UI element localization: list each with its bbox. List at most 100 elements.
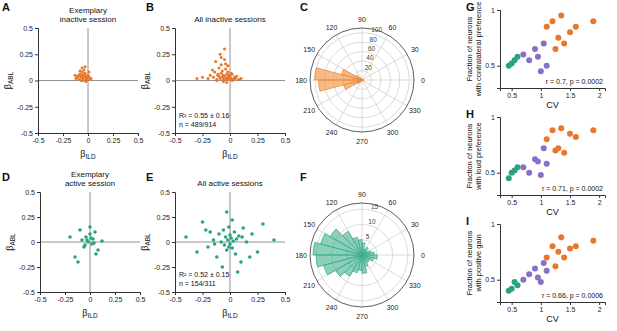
point [88, 225, 92, 229]
tick: -0.25 [154, 264, 175, 271]
point [538, 68, 544, 74]
radius-label: 80 [370, 36, 378, 43]
y-axis: 0.51 [485, 221, 500, 303]
point [74, 74, 77, 77]
tick-label: 1.5 [566, 92, 576, 99]
point [590, 127, 596, 133]
tick-mark [172, 217, 175, 218]
tick-mark [172, 292, 175, 293]
bar [313, 242, 362, 255]
bar [362, 80, 364, 82]
tick: 1 [539, 195, 543, 206]
axis-line [176, 293, 286, 296]
tick-label: 0 [87, 137, 91, 144]
point [225, 210, 229, 214]
tick-mark [172, 107, 175, 108]
tick-label: -0.5 [169, 296, 181, 303]
polar-frame [310, 28, 414, 132]
grid [310, 28, 414, 132]
point [509, 286, 515, 292]
tick-label: 0.5 [485, 276, 495, 283]
annotation: r = 0.7, p = 0.0002 [546, 78, 603, 86]
point [526, 57, 532, 63]
grid-spoke [362, 28, 363, 80]
angle-label: 0 [421, 252, 425, 259]
point [84, 65, 87, 68]
point [227, 225, 231, 229]
tick-label: 0.5 [23, 25, 33, 32]
grid-spoke [362, 255, 388, 300]
tick-label: -0.25 [195, 296, 211, 303]
tick-mark [63, 133, 64, 136]
tick-mark [35, 54, 38, 55]
panel-letter: E [146, 171, 153, 183]
panel-letter: D [2, 171, 10, 183]
tick: 1 [539, 88, 543, 99]
bar [353, 255, 362, 273]
x-axis: -0.5-0.2500.250.5 [32, 133, 143, 144]
tick: 0.25 [156, 51, 175, 58]
tick: 1.5 [566, 195, 576, 206]
axis-line [39, 134, 139, 137]
scatter-panel: -0.5-0.2500.250.5-0.5-0.2500.250.5 [17, 25, 143, 144]
bar [360, 80, 362, 82]
point [78, 74, 81, 77]
point [82, 245, 86, 249]
point [85, 238, 89, 242]
point [555, 145, 561, 151]
tick: 1.5 [566, 88, 576, 99]
tick-mark [541, 88, 542, 91]
point [195, 250, 199, 254]
tick: 0.5 [160, 189, 175, 196]
point [234, 252, 238, 256]
tick-label: 0.25 [156, 51, 170, 58]
point [544, 63, 550, 69]
tick: 0.25 [109, 292, 123, 303]
bar [362, 243, 365, 255]
bars [313, 229, 377, 277]
axis-line [172, 29, 176, 134]
point [544, 161, 550, 167]
tick-mark [37, 267, 40, 268]
tick: 0 [229, 292, 233, 303]
panel-letter: I [466, 215, 469, 227]
tick-mark [172, 28, 175, 29]
radius-label: 10 [368, 218, 376, 225]
annotation: R² = 0.55 ± 0.16 [179, 112, 229, 119]
bar [336, 255, 362, 277]
angle-label: 270 [356, 313, 368, 320]
tick-mark [599, 88, 600, 91]
point [552, 46, 558, 52]
tick-label: 0 [166, 239, 170, 246]
axis-line [172, 193, 176, 293]
points [196, 48, 243, 85]
x-axis: 0.511.52 [501, 195, 606, 206]
point [88, 232, 92, 236]
tick: 0.25 [19, 51, 38, 58]
grid-spoke [317, 255, 362, 281]
point [226, 238, 230, 242]
tick-label: 0.5 [134, 137, 144, 144]
point [558, 13, 564, 19]
scatter-panel: -0.5-0.2500.250.5-0.5-0.2500.250.5 [154, 189, 290, 303]
tick-mark [570, 302, 571, 305]
angle-label: 150 [303, 46, 315, 53]
tick: 0.25 [156, 214, 175, 221]
point [73, 255, 77, 259]
panel-letter: F [300, 171, 307, 183]
grid-spoke [362, 80, 407, 106]
tick-mark [140, 292, 141, 295]
tick: 0 [31, 239, 40, 246]
point [223, 58, 226, 61]
tick-label: 0 [166, 77, 170, 84]
radius-label: 60 [368, 45, 376, 52]
tick-label: 0.25 [251, 296, 265, 303]
point [233, 230, 237, 234]
tick: 0.5 [485, 62, 500, 69]
bar [319, 80, 362, 91]
tick-mark [203, 292, 204, 295]
tick-label: 1 [539, 306, 543, 313]
grid-spoke [362, 54, 407, 80]
point [225, 81, 228, 84]
tick: 1 [539, 302, 543, 313]
